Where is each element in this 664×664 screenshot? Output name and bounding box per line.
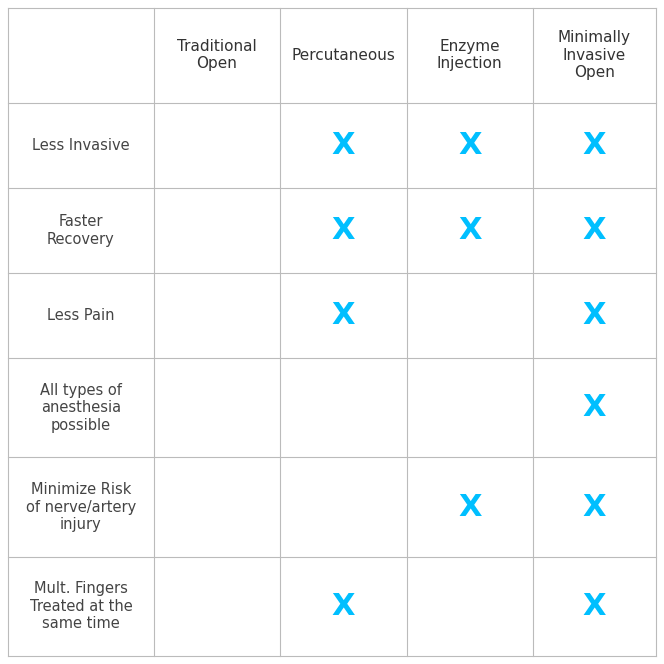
Text: Less Invasive: Less Invasive bbox=[32, 137, 129, 153]
Text: Minimize Risk
of nerve/artery
injury: Minimize Risk of nerve/artery injury bbox=[26, 482, 136, 532]
Text: X: X bbox=[583, 131, 606, 159]
Text: X: X bbox=[458, 493, 481, 521]
Text: X: X bbox=[331, 301, 355, 330]
Text: Percutaneous: Percutaneous bbox=[291, 48, 395, 63]
Text: X: X bbox=[583, 393, 606, 422]
Text: X: X bbox=[583, 592, 606, 621]
Text: X: X bbox=[458, 216, 481, 245]
Text: Traditional
Open: Traditional Open bbox=[177, 39, 257, 72]
Text: X: X bbox=[331, 131, 355, 159]
Text: All types of
anesthesia
possible: All types of anesthesia possible bbox=[40, 382, 122, 432]
Text: X: X bbox=[583, 493, 606, 521]
Text: Enzyme
Injection: Enzyme Injection bbox=[437, 39, 503, 72]
Text: X: X bbox=[331, 216, 355, 245]
Text: Minimally
Invasive
Open: Minimally Invasive Open bbox=[558, 31, 631, 80]
Text: Faster
Recovery: Faster Recovery bbox=[47, 214, 115, 246]
Text: X: X bbox=[458, 131, 481, 159]
Text: Less Pain: Less Pain bbox=[47, 308, 115, 323]
Text: X: X bbox=[583, 216, 606, 245]
Text: Mult. Fingers
Treated at the
same time: Mult. Fingers Treated at the same time bbox=[29, 582, 132, 631]
Text: X: X bbox=[331, 592, 355, 621]
Text: X: X bbox=[583, 301, 606, 330]
